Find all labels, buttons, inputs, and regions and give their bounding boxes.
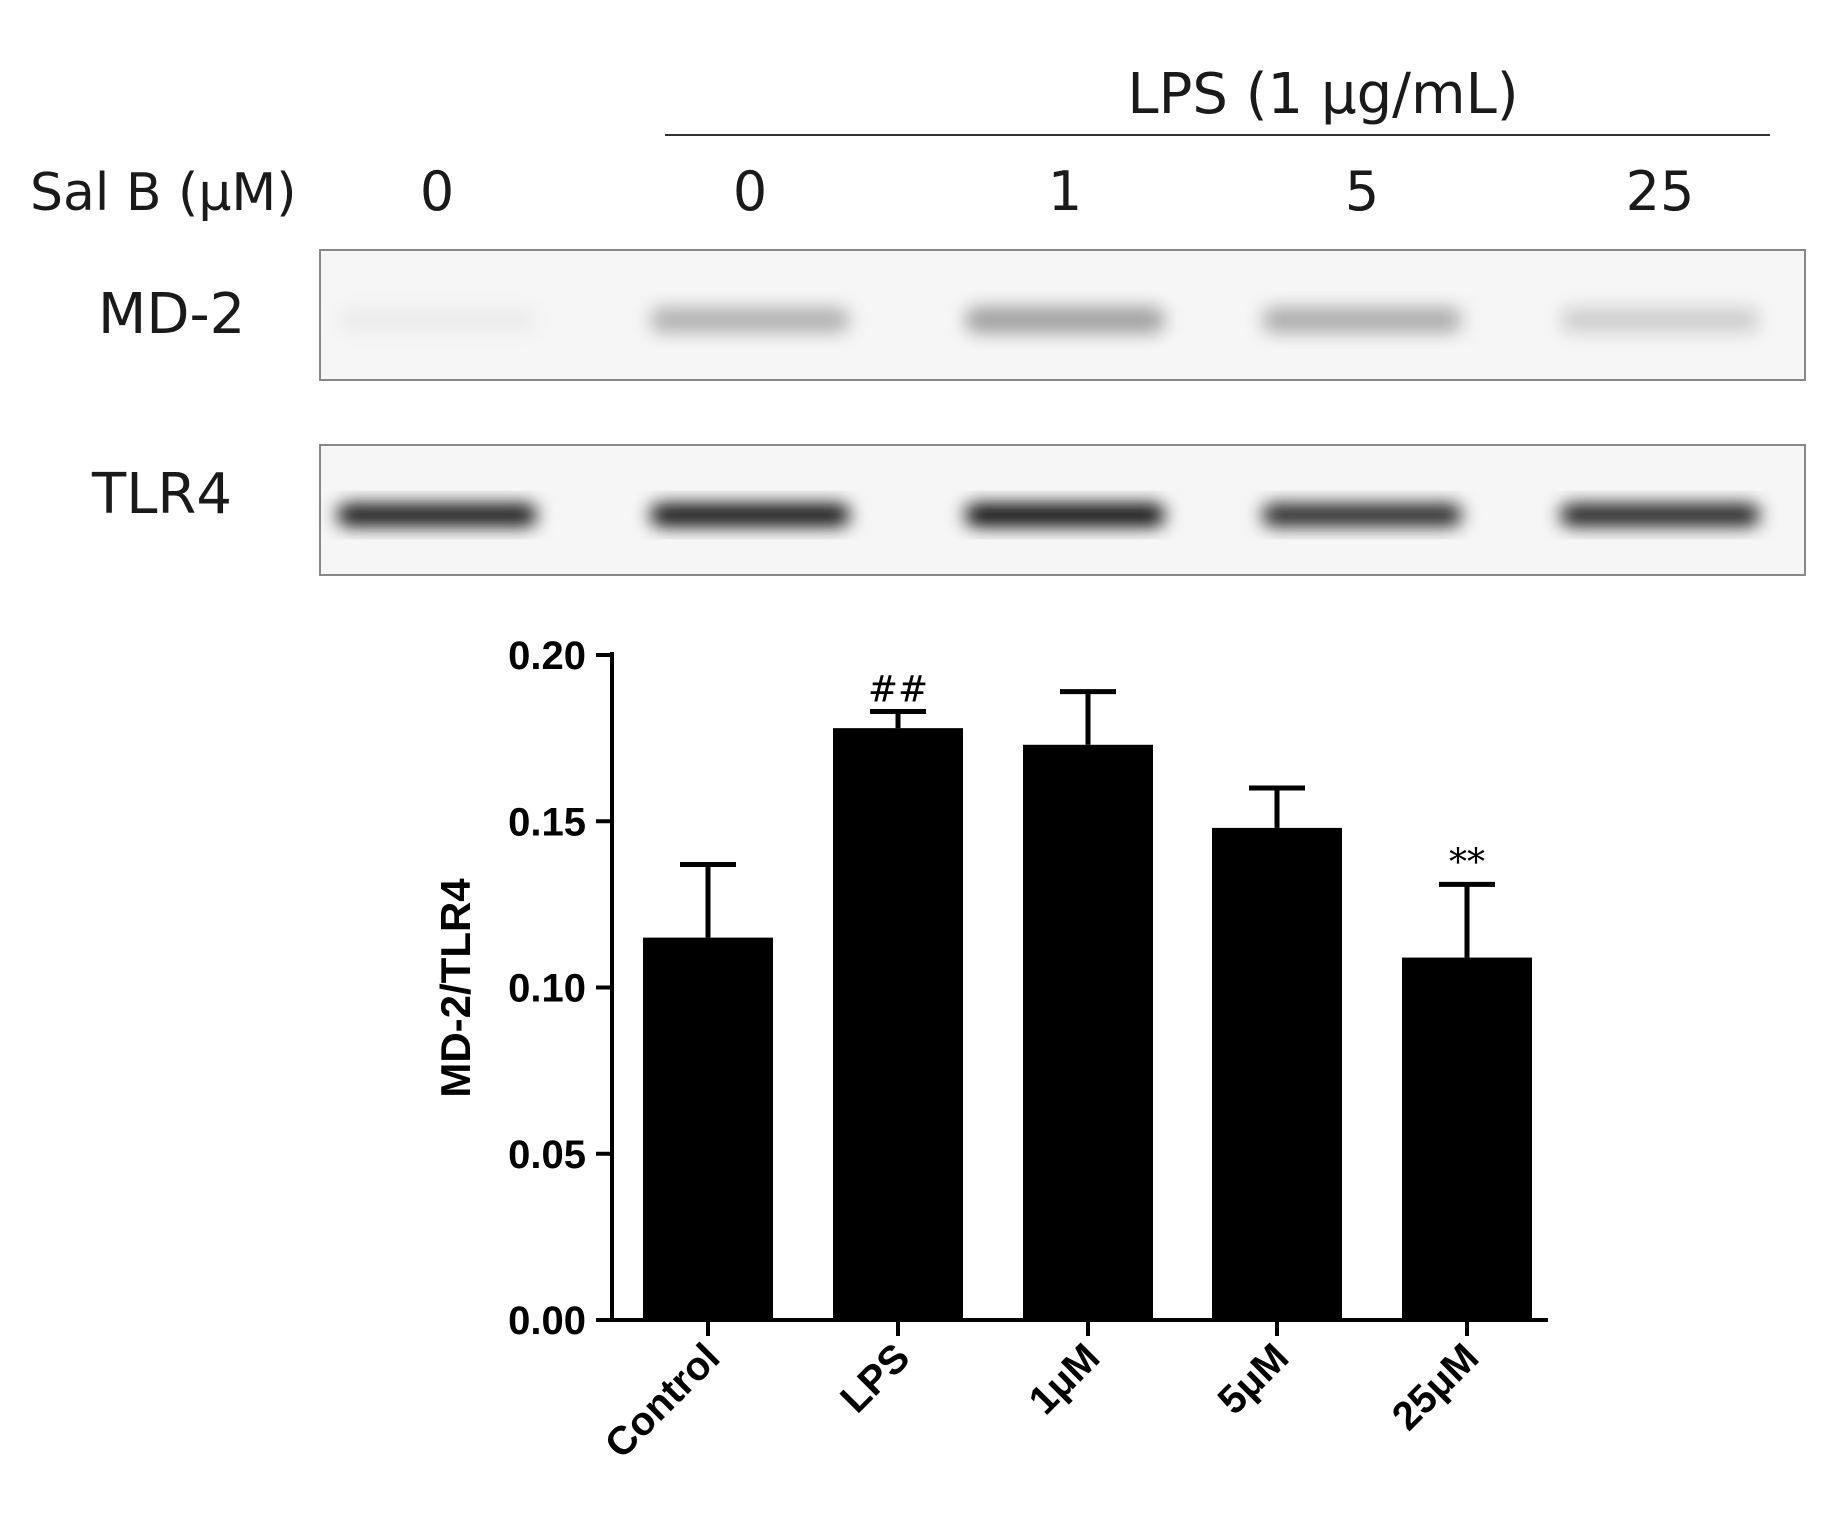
tlr4-bands <box>337 504 1760 526</box>
md2-row-label: MD-2 <box>98 282 245 347</box>
blot-band <box>337 307 537 333</box>
y-tick-label: 0.10 <box>508 967 586 1011</box>
y-tick-label: 0.20 <box>508 634 586 678</box>
y-tick-label: 0.05 <box>508 1133 586 1177</box>
y-ticks: 0.00 0.05 0.10 0.15 0.20 <box>508 634 612 1343</box>
dose-value: 25 <box>1626 160 1695 223</box>
tlr4-row-label: TLR4 <box>91 462 232 527</box>
significance-label: ** <box>1449 842 1485 883</box>
y-tick-label: 0.00 <box>508 1299 586 1343</box>
blot-header: LPS (1 μg/mL) Sal B (μM) 0 0 1 5 25 <box>30 62 1770 223</box>
x-tick-label: Control <box>597 1335 729 1467</box>
blot-band <box>337 504 537 526</box>
dose-value: 0 <box>420 160 454 223</box>
bars: ## ** <box>643 670 1532 1320</box>
blot-band <box>1262 307 1462 333</box>
bar <box>1212 827 1342 1320</box>
bar <box>1023 744 1153 1320</box>
blot-band <box>965 307 1165 333</box>
x-tick-label: 1μM <box>1021 1335 1109 1423</box>
blot-band <box>1560 504 1760 526</box>
dose-values: 0 0 1 5 25 <box>420 160 1695 223</box>
bar <box>643 937 773 1320</box>
x-tick-label: LPS <box>832 1335 918 1421</box>
x-ticks: Control LPS 1μM 5μM 25μM <box>597 1320 1487 1467</box>
tlr4-blot: TLR4 <box>91 444 1806 576</box>
y-axis-label: MD-2/TLR4 <box>432 878 479 1098</box>
x-tick-label: 25μM <box>1384 1335 1487 1438</box>
significance-label: ## <box>868 670 928 711</box>
blot-band <box>650 504 850 526</box>
md2-bands <box>337 307 1760 333</box>
dose-value: 5 <box>1345 160 1379 223</box>
bar-chart: MD-2/TLR4 0.00 0.05 0.10 0.15 0.20 ## ** Cont… <box>432 634 1548 1467</box>
blot-band <box>965 504 1165 526</box>
x-tick-label: 5μM <box>1210 1335 1298 1423</box>
bar <box>833 728 963 1320</box>
y-tick-label: 0.15 <box>508 800 586 844</box>
dose-value: 0 <box>733 160 767 223</box>
blot-band <box>1262 504 1462 526</box>
blot-band <box>650 307 850 333</box>
blot-band <box>1560 307 1760 333</box>
dose-label: Sal B (μM) <box>30 163 297 223</box>
treatment-label: LPS (1 μg/mL) <box>1127 62 1518 127</box>
md2-blot: MD-2 <box>98 249 1806 381</box>
dose-value: 1 <box>1048 160 1082 223</box>
bar <box>1402 957 1532 1320</box>
